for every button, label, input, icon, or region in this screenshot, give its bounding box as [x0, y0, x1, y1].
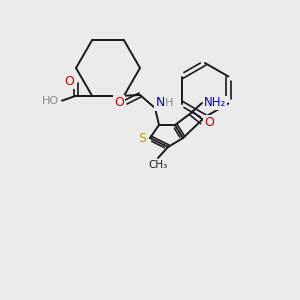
Text: O: O: [64, 75, 74, 88]
Text: S: S: [138, 131, 146, 145]
Text: H: H: [165, 98, 173, 108]
Text: HO: HO: [41, 96, 58, 106]
Text: O: O: [114, 95, 124, 109]
Text: CH₃: CH₃: [148, 160, 168, 170]
Text: N: N: [155, 97, 165, 110]
Text: NH₂: NH₂: [204, 97, 226, 110]
Text: O: O: [204, 116, 214, 128]
